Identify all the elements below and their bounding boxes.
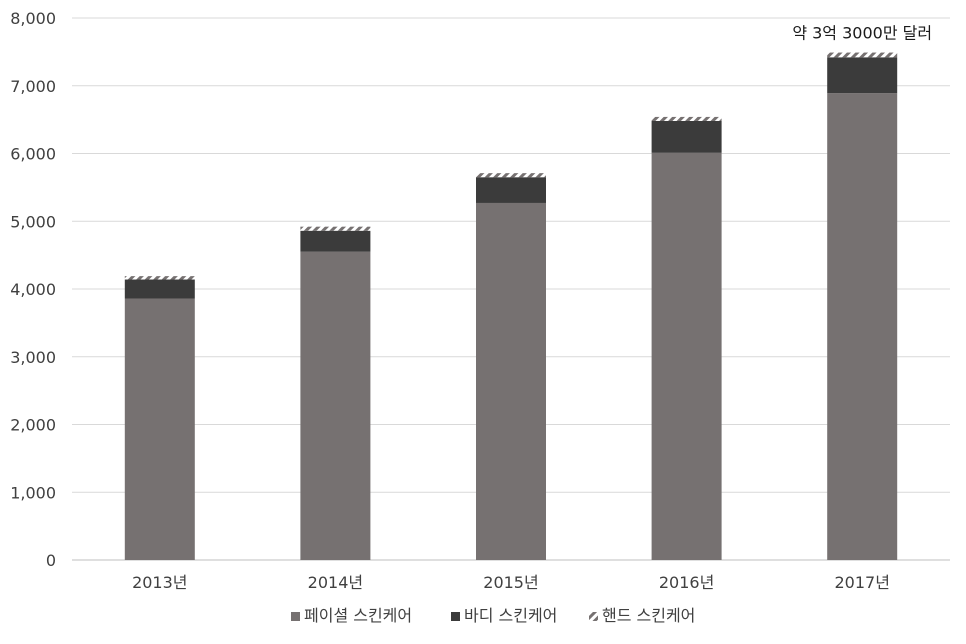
bar-segment-series-2 — [651, 116, 722, 121]
legend-label: 핸드 스킨케어 — [602, 606, 695, 625]
bars — [124, 52, 898, 561]
y-tick-label: 8,000 — [10, 9, 56, 28]
bar-segment-series-0 — [124, 298, 195, 560]
legend-label: 바디 스킨케어 — [464, 606, 557, 625]
legend-swatch — [589, 612, 598, 621]
bar-segment-series-1 — [827, 57, 898, 94]
bar-segment-series-1 — [651, 120, 722, 153]
legend-label: 페이셜 스킨케어 — [304, 606, 412, 625]
y-tick-label: 4,000 — [10, 280, 56, 299]
bar-segment-series-2 — [300, 226, 371, 231]
x-tick-label: 2015년 — [483, 573, 538, 592]
bar-segment-series-0 — [827, 93, 898, 560]
y-tick-label: 1,000 — [10, 483, 56, 502]
x-tick-label: 2017년 — [834, 573, 889, 592]
x-axis: 2013년 2014년 2015년 2016년 2017년 — [132, 573, 890, 592]
y-tick-label: 2,000 — [10, 416, 56, 435]
legend: 페이셜 스킨케어 바디 스킨케어 핸드 스킨케어 — [291, 606, 695, 625]
y-tick-label: 5,000 — [10, 212, 56, 231]
annotation-label: 약 3억 3000만 달러 — [792, 24, 932, 43]
bar-segment-series-2 — [124, 276, 195, 280]
legend-swatch — [291, 612, 300, 621]
x-tick-label: 2014년 — [308, 573, 363, 592]
bar-segment-series-2 — [827, 52, 898, 58]
x-tick-label: 2016년 — [659, 573, 714, 592]
y-tick-label: 0 — [46, 551, 56, 570]
bar-segment-series-1 — [124, 279, 195, 299]
bar-segment-series-1 — [476, 177, 546, 203]
bar-segment-series-0 — [476, 202, 546, 560]
bar-segment-series-2 — [476, 173, 546, 178]
y-tick-label: 7,000 — [10, 77, 56, 96]
bar-segment-series-1 — [300, 230, 371, 252]
y-tick-label: 3,000 — [10, 348, 56, 367]
x-tick-label: 2013년 — [132, 573, 187, 592]
y-axis: 0 1,000 2,000 3,000 4,000 5,000 6,000 7,000 8,00… — [10, 9, 56, 570]
bar-segment-series-0 — [300, 251, 371, 561]
annotations: 약 3억 3000만 달러 — [792, 24, 932, 43]
legend-swatch — [451, 612, 460, 621]
y-tick-label: 6,000 — [10, 145, 56, 164]
bar-segment-series-0 — [651, 152, 722, 560]
